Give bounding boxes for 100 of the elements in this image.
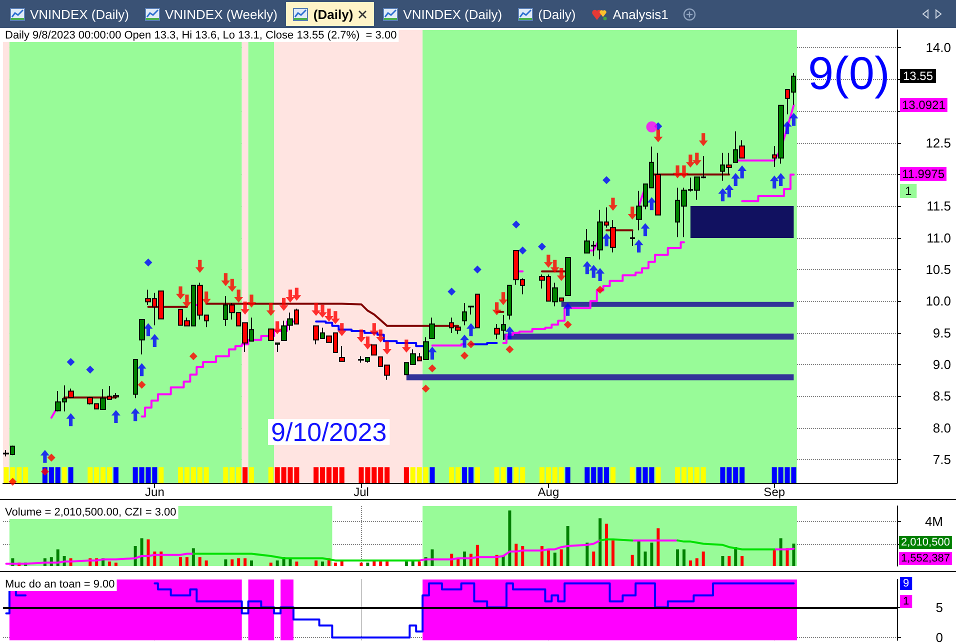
candlestick [133, 358, 138, 399]
text: (Daily) [313, 6, 354, 22]
annotation: 9(0) [808, 47, 890, 99]
bar [637, 540, 640, 566]
bar [204, 560, 208, 566]
bar [566, 526, 570, 566]
y-tick-label: 11.0 [926, 230, 951, 246]
point [176, 286, 186, 300]
text: 1,552,387 [901, 552, 950, 564]
y-tick-label: 8.5 [932, 388, 951, 404]
bar [418, 562, 421, 566]
y-tick-label: 4M [924, 514, 943, 530]
point [247, 294, 256, 308]
point [382, 342, 392, 355]
text: 11.9975 [902, 167, 945, 181]
bar [250, 560, 254, 566]
point [473, 265, 482, 274]
point [628, 206, 637, 220]
point [602, 233, 612, 246]
bar [295, 562, 298, 566]
point [195, 260, 204, 273]
bar [230, 559, 234, 566]
text: 2,010,500 [901, 536, 950, 548]
text: 13.0921 [902, 98, 946, 112]
point [182, 294, 192, 308]
bar [779, 538, 782, 566]
bar [630, 554, 634, 566]
point [234, 290, 244, 303]
point [363, 336, 372, 350]
text: VNINDEX (Daily) [403, 6, 502, 22]
bar [198, 557, 202, 566]
point [428, 346, 437, 360]
point [40, 450, 50, 463]
point [634, 240, 644, 253]
candlestick [275, 342, 280, 352]
point [460, 352, 469, 360]
bar [108, 562, 112, 566]
point [266, 302, 276, 316]
x-tick-label: Aug [538, 485, 560, 499]
y-tick-label: 12.5 [926, 135, 951, 150]
bar [650, 542, 654, 566]
bar [269, 562, 272, 566]
bar [695, 558, 698, 566]
bar [366, 562, 370, 566]
text: 1 [903, 596, 910, 608]
bar [502, 556, 505, 566]
bar [321, 562, 324, 566]
y-tick-label: 11.5 [926, 198, 951, 214]
point [512, 220, 520, 229]
candlestick [281, 320, 287, 341]
chart-title: Daily 9/8/2023 00:00:00 Open 13.3, Hi 13.6, Lo 13.1, Close 13.55 (2.7%) = 3.00 [5, 30, 397, 42]
point [692, 152, 702, 166]
point [144, 323, 153, 336]
bar [508, 510, 512, 566]
point [679, 165, 688, 178]
point [686, 154, 695, 168]
point [312, 302, 321, 316]
bar [334, 562, 337, 566]
text: 9 [903, 578, 910, 590]
point [66, 358, 75, 366]
bar [644, 552, 647, 566]
point [770, 176, 779, 189]
candlestick [339, 346, 345, 362]
bar [140, 538, 144, 566]
point [544, 254, 553, 268]
candlestick [139, 319, 145, 355]
point [370, 323, 379, 336]
point [498, 292, 508, 306]
bar [386, 562, 389, 566]
bar [404, 562, 408, 566]
point [356, 330, 366, 343]
bar [179, 557, 182, 566]
y-tick-label: 10.5 [926, 262, 951, 277]
point [738, 165, 747, 178]
point [138, 380, 146, 389]
point [506, 345, 514, 354]
bar [185, 557, 188, 566]
point [538, 242, 546, 251]
bar [792, 544, 796, 566]
point [202, 292, 211, 304]
point [518, 246, 527, 254]
bar [476, 544, 479, 566]
point [505, 326, 514, 340]
point [66, 413, 76, 426]
point [130, 408, 140, 422]
point [8, 478, 17, 486]
bar [740, 556, 744, 566]
bar [560, 549, 563, 566]
point [789, 112, 798, 126]
point [47, 454, 56, 462]
bar [379, 562, 382, 566]
y-tick-label: 9.0 [932, 357, 951, 372]
point [564, 320, 572, 329]
point [221, 273, 230, 286]
point [286, 290, 295, 303]
bar [682, 549, 686, 566]
point [466, 340, 475, 348]
text: 1 [905, 184, 912, 198]
candlestick [610, 220, 616, 253]
point [602, 176, 611, 184]
